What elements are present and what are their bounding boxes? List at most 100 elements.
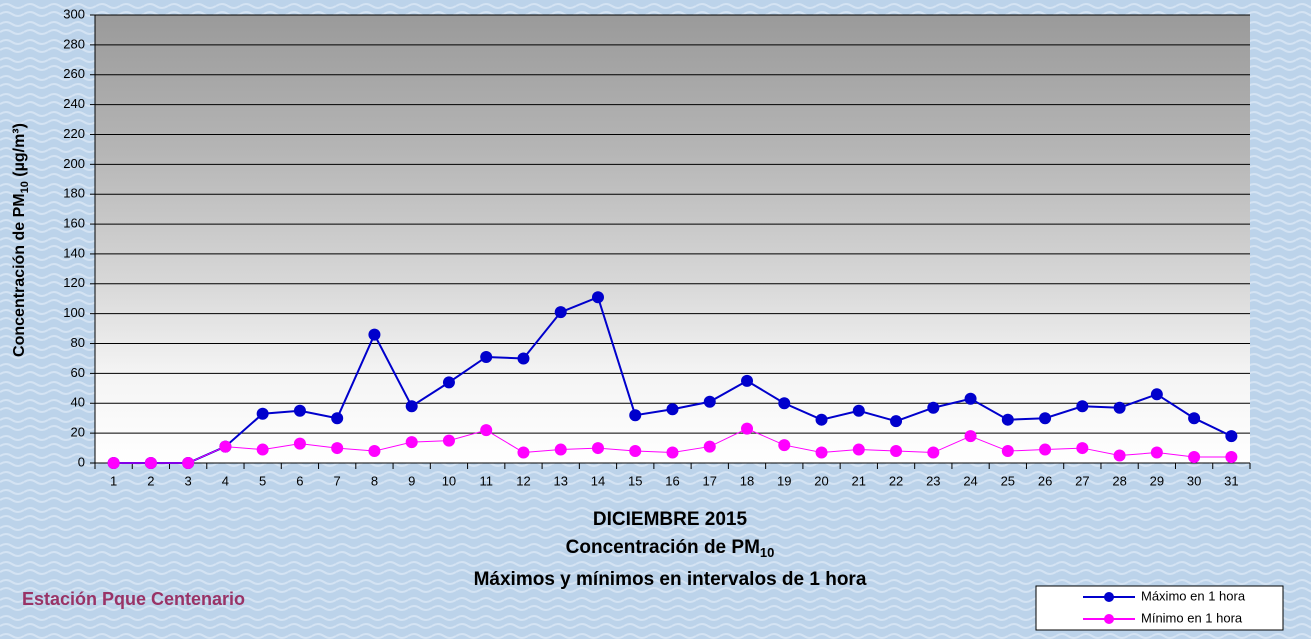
x-tick-label: 3	[185, 473, 192, 488]
x-tick-label: 27	[1075, 473, 1089, 488]
data-point	[778, 397, 791, 410]
data-point	[666, 446, 679, 459]
station-annotation: Estación Pque Centenario	[22, 589, 245, 609]
data-point	[591, 291, 604, 304]
y-tick-label: 60	[71, 365, 85, 380]
data-point	[703, 395, 716, 408]
data-point	[1225, 451, 1238, 464]
data-point	[331, 442, 344, 455]
data-point	[256, 407, 269, 420]
plot-area	[95, 15, 1250, 463]
x-tick-label: 14	[591, 473, 605, 488]
x-tick-label: 9	[408, 473, 415, 488]
data-point	[629, 445, 642, 458]
data-point	[517, 352, 530, 365]
x-tick-label: 21	[852, 473, 866, 488]
data-point	[741, 374, 754, 387]
x-tick-label: 19	[777, 473, 791, 488]
title-line: DICIEMBRE 2015	[593, 509, 748, 530]
y-tick-label: 200	[63, 156, 85, 171]
title-line: Concentración de PM10	[566, 537, 775, 560]
data-point	[927, 401, 940, 414]
x-tick-label: 31	[1224, 473, 1238, 488]
legend-marker	[1104, 614, 1114, 624]
title-text: Concentración de PM	[566, 537, 760, 558]
y-tick-label: 0	[78, 454, 85, 469]
data-point	[182, 457, 195, 469]
y-axis-label: Concentración de PM10 (µg/m³)	[11, 123, 31, 357]
legend-label: Mínimo en 1 hora	[1141, 610, 1243, 625]
x-tick-label: 5	[259, 473, 266, 488]
data-point	[852, 404, 865, 417]
x-tick-label: 4	[222, 473, 229, 488]
x-tick-label: 20	[814, 473, 828, 488]
y-tick-label: 20	[71, 425, 85, 440]
y-tick-label: 100	[63, 305, 85, 320]
x-tick-label: 22	[889, 473, 903, 488]
x-tick-label: 2	[147, 473, 154, 488]
data-point	[1039, 443, 1052, 456]
legend-box	[1035, 585, 1284, 631]
label-text: (µg/m³)	[11, 123, 28, 181]
y-tick-label: 240	[63, 96, 85, 111]
data-point	[1150, 388, 1163, 401]
data-point	[815, 413, 828, 426]
data-point	[666, 403, 679, 416]
x-tick-label: 23	[926, 473, 940, 488]
legend-label: Máximo en 1 hora	[1141, 588, 1246, 603]
x-tick-label: 18	[740, 473, 754, 488]
y-tick-label: 300	[63, 6, 85, 21]
data-point	[405, 436, 418, 449]
data-point	[1001, 413, 1014, 426]
data-point	[927, 446, 940, 459]
x-tick-label: 28	[1112, 473, 1126, 488]
data-point	[293, 437, 306, 450]
data-point	[1113, 449, 1126, 462]
data-point	[480, 424, 493, 437]
data-point	[1225, 430, 1238, 443]
data-point	[778, 439, 791, 452]
x-tick-label: 16	[665, 473, 679, 488]
y-tick-label: 140	[63, 245, 85, 260]
x-tick-label: 12	[516, 473, 530, 488]
y-tick-label: 260	[63, 66, 85, 81]
x-tick-label: 17	[703, 473, 717, 488]
data-point	[1188, 451, 1201, 464]
data-point	[1039, 412, 1052, 425]
title-line: Máximos y mínimos en intervalos de 1 hor…	[474, 569, 867, 590]
x-tick-label: 25	[1001, 473, 1015, 488]
y-tick-label: 180	[63, 186, 85, 201]
x-tick-label: 1	[110, 473, 117, 488]
y-tick-label: 120	[63, 275, 85, 290]
data-point	[442, 376, 455, 389]
data-point	[1150, 446, 1163, 459]
data-point	[107, 457, 120, 469]
data-point	[964, 430, 977, 443]
data-point	[293, 404, 306, 417]
data-point	[554, 306, 567, 319]
x-tick-label: 24	[963, 473, 977, 488]
x-tick-label: 7	[334, 473, 341, 488]
data-point	[1076, 400, 1089, 413]
y-tick-label: 160	[63, 216, 85, 231]
y-tick-label: 40	[71, 395, 85, 410]
legend-marker	[1104, 592, 1114, 602]
x-tick-label: 30	[1187, 473, 1201, 488]
data-point	[256, 443, 269, 456]
data-point	[554, 443, 567, 456]
y-tick-label: 80	[71, 335, 85, 350]
x-tick-label: 8	[371, 473, 378, 488]
data-point	[368, 445, 381, 458]
data-point	[405, 400, 418, 413]
x-tick-label: 15	[628, 473, 642, 488]
data-point	[480, 350, 493, 363]
label-subscript: 10	[19, 181, 31, 193]
data-point	[1113, 401, 1126, 414]
data-point	[852, 443, 865, 456]
x-tick-label: 26	[1038, 473, 1052, 488]
data-point	[703, 440, 716, 453]
title-subscript: 10	[760, 545, 774, 560]
data-point	[368, 328, 381, 341]
data-point	[1188, 412, 1201, 425]
data-point	[890, 415, 903, 428]
